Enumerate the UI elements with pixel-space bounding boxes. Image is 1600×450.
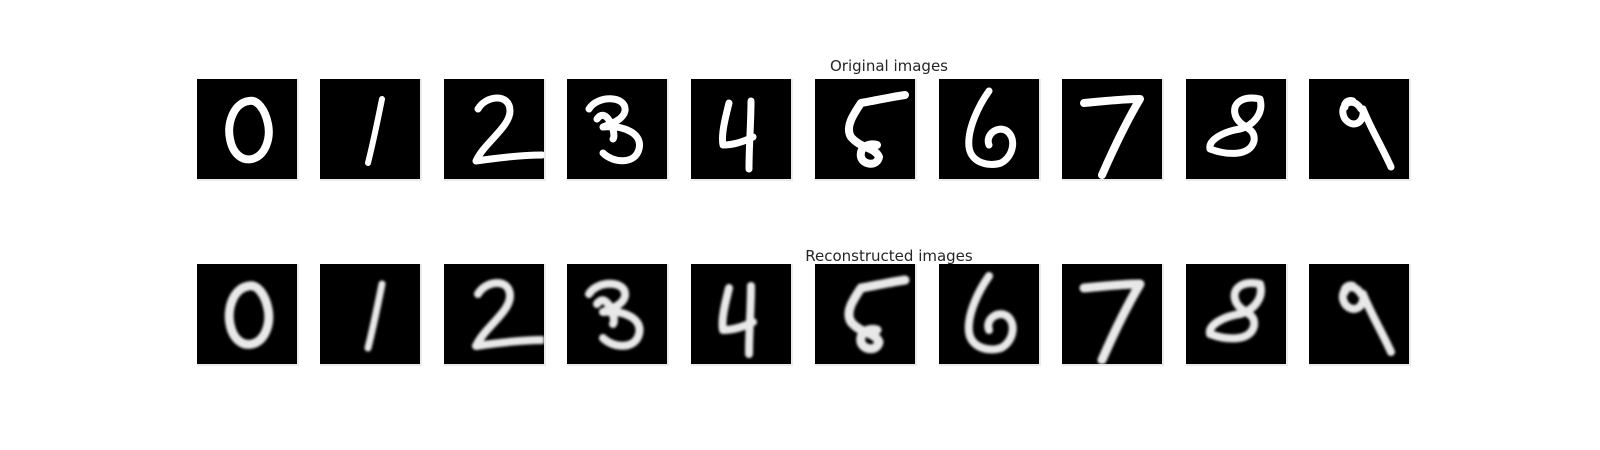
digit-2-stroke	[472, 279, 544, 350]
digit-8-stroke	[1206, 94, 1265, 157]
digit-9-stroke	[1339, 281, 1395, 356]
digit-4-glyph	[719, 97, 757, 173]
digit-9-stroke	[1339, 97, 1395, 171]
reconstructed-image-digit-8	[1186, 264, 1288, 366]
reconstructed-image-digit-5	[815, 264, 917, 366]
digit-0-glyph	[225, 96, 273, 164]
digit-2-glyph	[472, 94, 544, 165]
digit-3-stroke	[585, 279, 644, 350]
digit-3-glyph	[585, 279, 644, 350]
reconstructed-image-digit-9	[1309, 264, 1411, 366]
digit-3-glyph	[585, 95, 643, 165]
original-image-digit-5	[815, 79, 917, 181]
digit-9-glyph	[1339, 281, 1395, 356]
digit-1-glyph	[365, 96, 385, 166]
digit-5-glyph	[844, 91, 909, 168]
original-image-digit-0	[197, 79, 299, 181]
reconstructed-image-digit-7	[1062, 264, 1164, 366]
original-image-digit-7	[1062, 79, 1164, 181]
reconstructed-image-digit-0	[197, 264, 299, 366]
digit-1-stroke	[365, 96, 385, 166]
digit-8-glyph	[1206, 94, 1265, 157]
reconstructed-image-digit-1	[320, 264, 422, 366]
original-image-digit-9	[1309, 79, 1411, 181]
digit-5-stroke	[844, 275, 910, 354]
digit-4-glyph	[718, 282, 757, 358]
digit-5-stroke	[844, 91, 909, 168]
digit-6-glyph	[965, 87, 1017, 168]
reconstructed-image-digit-4	[691, 264, 793, 366]
reconstructed-image-digit-2	[444, 264, 546, 366]
digit-6-stroke	[965, 87, 1017, 168]
original-image-digit-3	[567, 79, 669, 181]
digit-7-glyph	[1079, 279, 1145, 364]
reconstructed-image-digit-3	[567, 264, 669, 366]
digit-8-glyph	[1205, 279, 1265, 343]
digit-5-glyph	[844, 275, 910, 354]
digit-2-glyph	[472, 279, 544, 350]
digit-6-stroke	[964, 272, 1017, 354]
original-images-title: Original images	[829, 57, 948, 75]
original-image-digit-4	[691, 79, 793, 181]
original-image-digit-6	[939, 79, 1041, 181]
digit-1-glyph	[364, 280, 386, 352]
digit-0-glyph	[224, 281, 274, 349]
digit-1-stroke	[364, 280, 386, 352]
digit-7-glyph	[1080, 95, 1144, 179]
original-image-digit-2	[444, 79, 546, 181]
digit-7-stroke	[1080, 95, 1144, 179]
digit-4-stroke	[719, 97, 757, 173]
digit-0-stroke	[225, 96, 273, 164]
digit-2-stroke	[472, 94, 544, 165]
digit-3-stroke	[585, 95, 643, 165]
digit-9-glyph	[1339, 97, 1395, 171]
digit-4-stroke	[718, 282, 757, 358]
reconstructed-image-digit-6	[939, 264, 1041, 366]
reconstructed-images-title: Reconstructed images	[805, 247, 973, 265]
original-image-digit-1	[320, 79, 422, 181]
digit-0-stroke	[224, 281, 274, 349]
digit-8-stroke	[1205, 279, 1265, 343]
digit-7-stroke	[1079, 279, 1145, 364]
digit-6-glyph	[964, 272, 1017, 354]
original-image-digit-8	[1186, 79, 1288, 181]
